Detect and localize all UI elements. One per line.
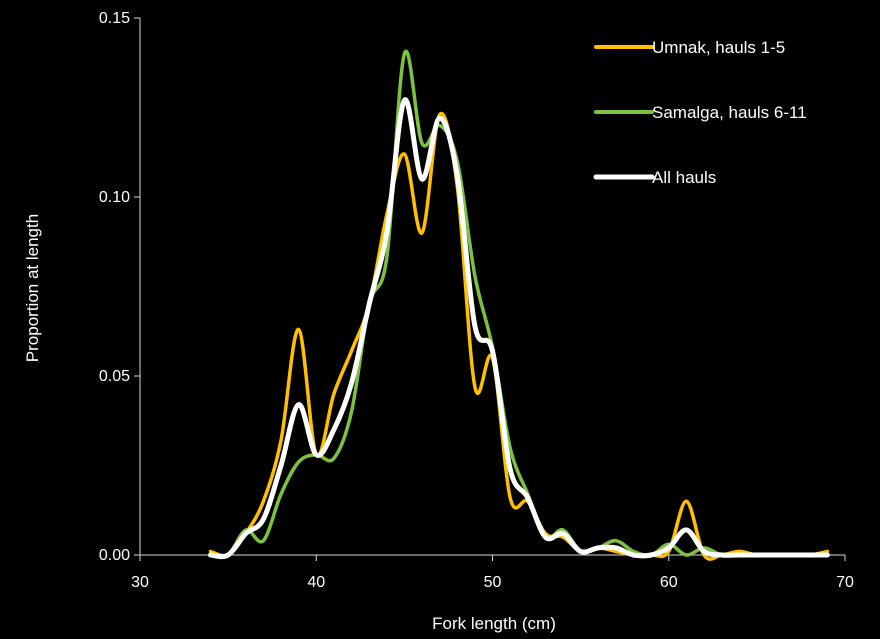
y-tick-label: 0.05 (99, 368, 130, 385)
y-tick-label: 0.10 (99, 189, 130, 206)
x-tick-label: 60 (660, 574, 678, 591)
legend-label: Umnak, hauls 1-5 (652, 38, 785, 57)
legend-label: All hauls (652, 168, 716, 187)
x-axis-title: Fork length (cm) (432, 614, 556, 633)
legend-item-samalga: Samalga, hauls 6-11 (594, 103, 807, 122)
x-tick-label: 50 (484, 574, 502, 591)
x-tick-label: 40 (307, 574, 325, 591)
legend: Umnak, hauls 1-5 Samalga, hauls 6-11 All h… (593, 38, 807, 187)
y-axis-title: Proportion at length (23, 214, 42, 362)
axes: 0.00 0.05 0.10 0.15 30 40 50 60 70 (99, 10, 854, 591)
series-layer (208, 49, 830, 561)
y-ticks: 0.00 0.05 0.10 0.15 (99, 10, 140, 564)
legend-item-all-hauls: All hauls (593, 168, 716, 187)
x-ticks: 30 40 50 60 70 (131, 555, 854, 591)
series-line-all-hauls (208, 97, 830, 560)
legend-label: Samalga, hauls 6-11 (652, 103, 807, 122)
x-tick-label: 70 (836, 574, 854, 591)
legend-item-umnak: Umnak, hauls 1-5 (594, 38, 785, 57)
x-tick-label: 30 (131, 574, 149, 591)
y-tick-label: 0.15 (99, 10, 130, 27)
y-tick-label: 0.00 (99, 547, 130, 564)
